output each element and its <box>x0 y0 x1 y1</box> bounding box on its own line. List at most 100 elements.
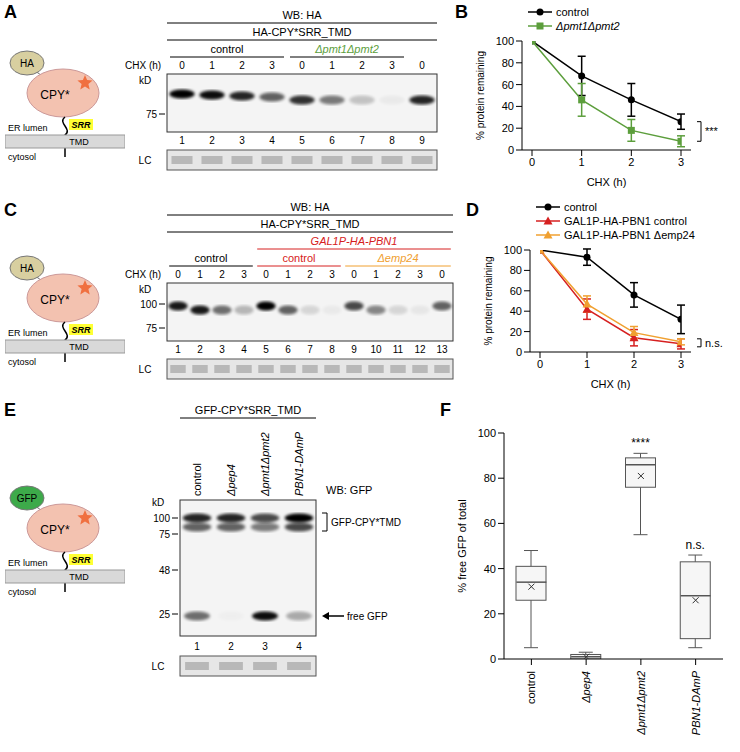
svg-text:GFP-CPY*SRR_TMD: GFP-CPY*SRR_TMD <box>195 404 301 416</box>
svg-text:SRR: SRR <box>71 325 91 335</box>
svg-text:HA: HA <box>20 263 34 274</box>
svg-text:HA-CPY*SRR_TMD: HA-CPY*SRR_TMD <box>252 26 351 38</box>
svg-text:9: 9 <box>419 135 425 146</box>
svg-text:2: 2 <box>209 135 215 146</box>
svg-text:2: 2 <box>359 60 365 71</box>
svg-text:kD: kD <box>139 75 151 86</box>
svg-text:control: control <box>525 671 537 704</box>
svg-text:5: 5 <box>263 344 269 355</box>
svg-text:100: 100 <box>504 244 522 256</box>
svg-text:4: 4 <box>296 641 302 652</box>
svg-text:1: 1 <box>197 269 203 280</box>
svg-text:11: 11 <box>393 344 404 355</box>
svg-text:CHX (h): CHX (h) <box>587 176 627 188</box>
svg-text:% protein remaining: % protein remaining <box>483 257 494 346</box>
svg-text:40: 40 <box>510 305 522 317</box>
svg-text:2: 2 <box>219 269 225 280</box>
svg-text:0: 0 <box>537 358 543 370</box>
svg-text:8: 8 <box>329 344 335 355</box>
svg-text:control: control <box>282 252 315 264</box>
svg-text:WB: GFP: WB: GFP <box>326 484 372 496</box>
svg-text:1: 1 <box>194 641 200 652</box>
svg-text:100: 100 <box>140 299 157 310</box>
svg-text:0: 0 <box>490 653 496 665</box>
svg-text:ER lumen: ER lumen <box>8 328 48 338</box>
svg-text:2: 2 <box>228 641 234 652</box>
svg-text:80: 80 <box>510 264 522 276</box>
svg-text:60: 60 <box>484 517 496 529</box>
svg-text:5: 5 <box>299 135 305 146</box>
svg-text:13: 13 <box>436 344 448 355</box>
svg-text:cytosol: cytosol <box>8 152 36 162</box>
svg-text:100: 100 <box>153 513 170 524</box>
svg-text:80: 80 <box>502 57 514 69</box>
svg-text:CPY*: CPY* <box>40 88 70 102</box>
svg-text:3: 3 <box>241 269 247 280</box>
svg-text:GFP-CPY*TMD: GFP-CPY*TMD <box>331 517 401 528</box>
svg-text:4: 4 <box>241 344 247 355</box>
svg-text:n.s.: n.s. <box>686 538 705 552</box>
svg-text:CPY*: CPY* <box>40 523 70 537</box>
svg-text:100: 100 <box>478 427 496 439</box>
svg-text:kD: kD <box>152 497 164 508</box>
svg-text:2: 2 <box>307 269 313 280</box>
svg-text:3: 3 <box>219 344 225 355</box>
svg-text:WB: HA: WB: HA <box>282 9 322 21</box>
svg-text:CPY*: CPY* <box>40 293 70 307</box>
svg-text:% protein remaining: % protein remaining <box>475 51 486 140</box>
svg-text:***: *** <box>705 125 719 137</box>
svg-text:HA: HA <box>20 58 34 69</box>
svg-text:TMD: TMD <box>69 342 89 352</box>
svg-text:40: 40 <box>502 100 514 112</box>
svg-text:100: 100 <box>496 35 514 47</box>
svg-text:2: 2 <box>395 269 401 280</box>
svg-text:1: 1 <box>584 358 590 370</box>
svg-text:% free GFP of total: % free GFP of total <box>456 499 468 592</box>
svg-text:3: 3 <box>678 156 684 168</box>
svg-text:6: 6 <box>329 135 335 146</box>
svg-text:80: 80 <box>484 472 496 484</box>
svg-text:Δpep4: Δpep4 <box>580 671 592 704</box>
svg-text:6: 6 <box>285 344 291 355</box>
svg-text:60: 60 <box>502 79 514 91</box>
svg-text:kD: kD <box>139 284 151 295</box>
svg-text:3: 3 <box>678 358 684 370</box>
svg-text:25: 25 <box>159 609 171 620</box>
svg-text:2: 2 <box>239 60 245 71</box>
svg-text:PBN1-DAmP: PBN1-DAmP <box>690 670 702 735</box>
svg-text:1: 1 <box>285 269 291 280</box>
svg-text:2: 2 <box>628 156 634 168</box>
svg-text:0: 0 <box>263 269 269 280</box>
svg-text:****: **** <box>631 436 650 450</box>
svg-text:Δemp24: Δemp24 <box>376 252 418 264</box>
svg-text:48: 48 <box>159 565 171 576</box>
svg-text:CHX (h): CHX (h) <box>125 60 161 71</box>
svg-text:control: control <box>194 252 227 264</box>
svg-text:75: 75 <box>159 529 171 540</box>
svg-text:Δpep4: Δpep4 <box>225 464 237 497</box>
svg-text:1: 1 <box>579 156 585 168</box>
svg-text:0: 0 <box>439 269 445 280</box>
svg-text:LC: LC <box>152 661 165 672</box>
svg-text:SRR: SRR <box>71 555 91 565</box>
svg-text:75: 75 <box>146 109 158 120</box>
svg-text:0: 0 <box>419 60 425 71</box>
svg-text:0: 0 <box>508 144 514 156</box>
svg-text:Δpmt1Δpmt2: Δpmt1Δpmt2 <box>259 432 271 497</box>
svg-text:0: 0 <box>299 60 305 71</box>
svg-text:Δpmt1Δpmt2: Δpmt1Δpmt2 <box>635 671 647 736</box>
svg-text:3: 3 <box>389 60 395 71</box>
svg-text:LC: LC <box>139 364 152 375</box>
svg-text:1: 1 <box>373 269 379 280</box>
svg-text:ER lumen: ER lumen <box>8 123 48 133</box>
svg-text:1: 1 <box>329 60 335 71</box>
svg-text:control: control <box>191 463 203 496</box>
svg-text:2: 2 <box>631 358 637 370</box>
svg-text:9: 9 <box>351 344 357 355</box>
svg-text:8: 8 <box>389 135 395 146</box>
svg-text:Δpmt1Δpmt2: Δpmt1Δpmt2 <box>314 43 379 55</box>
svg-text:SRR: SRR <box>71 120 91 130</box>
svg-text:GFP: GFP <box>17 493 38 504</box>
svg-text:4: 4 <box>269 135 275 146</box>
svg-text:10: 10 <box>370 344 382 355</box>
